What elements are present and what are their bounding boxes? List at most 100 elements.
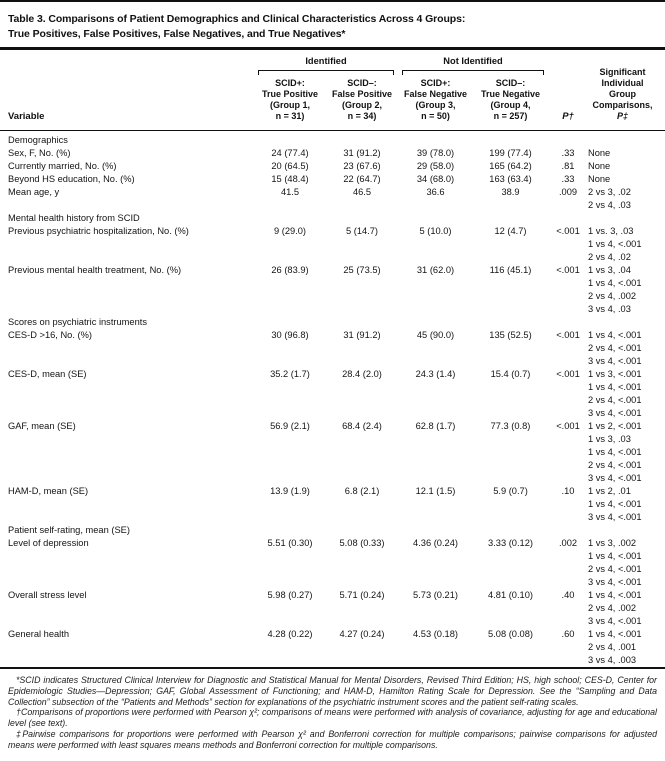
comparisons-cell: 1 vs. 3, .03 1 vs 4, <.001 2 vs 4, .02: [588, 225, 657, 264]
value-cell: 15.4 (0.7): [490, 369, 531, 379]
value-cell: 62.8 (1.7): [415, 421, 456, 431]
row-label: Currently married, No. (%): [8, 161, 117, 171]
table-row: HAM-D, mean (SE) 13.9 (1.9) 6.8 (2.1) 12.1 …: [8, 485, 657, 524]
value-cell: 12 (4.7): [494, 226, 527, 236]
value-cell: 12.1 (1.5): [415, 486, 456, 496]
p-value-cell: <.001: [556, 421, 580, 431]
section-label: Scores on psychiatric instruments: [8, 317, 147, 327]
table-row: Overall stress level 5.98 (0.27) 5.71 (0.2…: [8, 589, 657, 628]
comparisons-cell: 1 vs 2, <.001 1 vs 3, .03 1 vs 4, <.001 2 v…: [588, 420, 657, 485]
table-row: Previous mental health treatment, No. (%…: [8, 264, 657, 316]
value-cell: 5 (14.7): [345, 226, 379, 236]
table-row: Level of depression 5.51 (0.30) 5.08 (0.33…: [8, 537, 657, 589]
value-cell: 23 (67.6): [343, 161, 381, 171]
comparisons-cell: None: [588, 173, 657, 186]
value-cell: 5.51 (0.30): [267, 538, 313, 548]
p-value-cell: .60: [561, 629, 575, 639]
comparison-line: 1 vs 2, <.001: [588, 421, 642, 431]
value-cell: 4.81 (0.10): [488, 590, 533, 600]
comparisons-cell: 1 vs 3, <.001 1 vs 4, <.001 2 vs 4, <.001 3…: [588, 368, 657, 420]
table-title: Table 3. Comparisons of Patient Demograp…: [0, 2, 665, 47]
p-value-cell: .40: [561, 590, 575, 600]
header-divider-rule: [0, 130, 665, 131]
table-row: CES-D, mean (SE) 35.2 (1.7) 28.4 (2.0) 24.3…: [8, 368, 657, 420]
row-label: CES-D, mean (SE): [8, 369, 87, 379]
value-cell: 5.98 (0.27): [267, 590, 313, 600]
comparisons-header-line: Individual: [601, 78, 644, 88]
p-value-cell: <.001: [556, 265, 580, 275]
footnote-divider-rule: [0, 667, 665, 669]
comparison-line: 3 vs 4, .03: [588, 304, 631, 314]
value-cell: 22 (64.7): [343, 174, 381, 184]
value-cell: 20 (64.5): [271, 161, 309, 171]
row-label: Level of depression: [8, 538, 89, 548]
section-row: Demographics: [8, 134, 657, 147]
footnote-double-dagger: ‡Pairwise comparisons for proportions we…: [8, 728, 657, 750]
comparison-line: 1 vs 3, <.001: [588, 369, 642, 379]
row-label: GAF, mean (SE): [8, 421, 76, 431]
comparison-line: 2 vs 3, .02: [588, 187, 631, 197]
table-row: Beyond HS education, No. (%) 15 (48.4) 22 …: [8, 173, 657, 186]
identified-spanner: Identified SCID+: True Positive (Group 1…: [254, 56, 398, 122]
comparison-line: 3 vs 4, .003: [588, 655, 637, 665]
comparisons-header-line: Group: [609, 89, 636, 99]
group2-header-line: SCID–:: [347, 78, 377, 88]
comparison-line: 3 vs 4, <.001: [588, 577, 642, 587]
group4-header-line: n = 257): [493, 111, 528, 121]
footnote-dagger: †Comparisons of proportions were perform…: [8, 707, 657, 729]
table-row: Currently married, No. (%) 20 (64.5) 23 (6…: [8, 160, 657, 173]
value-cell: 31 (91.2): [343, 148, 381, 158]
value-cell: 4.28 (0.22): [267, 629, 313, 639]
comparison-line: 1 vs 2, .01: [588, 486, 631, 496]
not-identified-group-headers: SCID+: False Negative (Group 3, n = 50) …: [398, 78, 548, 122]
p-value-cell: .10: [561, 486, 575, 496]
comparison-line: None: [588, 161, 611, 171]
section-row: Scores on psychiatric instruments: [8, 316, 657, 329]
comparison-line: 1 vs 4, <.001: [588, 330, 642, 340]
comparison-line: 3 vs 4, <.001: [588, 616, 642, 626]
group3-header-line: False Negative: [403, 89, 468, 99]
value-cell: 24.3 (1.4): [415, 369, 456, 379]
section-row: Mental health history from SCID: [8, 212, 657, 225]
comparison-line: 2 vs 4, <.001: [588, 460, 642, 470]
comparison-line: 1 vs 4, <.001: [588, 590, 642, 600]
comparison-line: 3 vs 4, <.001: [588, 512, 642, 522]
top-rule: [0, 0, 665, 2]
value-cell: 9 (29.0): [273, 226, 307, 236]
comparison-line: 1 vs 3, .03: [588, 434, 631, 444]
value-cell: 163 (63.4): [489, 174, 532, 184]
not-identified-spanner-label: Not Identified: [443, 56, 503, 66]
comparisons-header-line: Comparisons,: [592, 100, 653, 110]
value-cell: 5.08 (0.33): [339, 538, 385, 548]
comparisons-cell: None: [588, 147, 657, 160]
variable-column-header: Variable: [8, 111, 45, 122]
group1-header-line: True Positive: [261, 89, 319, 99]
comparison-line: 2 vs 4, .002: [588, 291, 637, 301]
value-cell: 5.9 (0.7): [493, 486, 528, 496]
comparison-line: 1 vs 4, <.001: [588, 499, 642, 509]
comparison-line: 2 vs 4, <.001: [588, 343, 642, 353]
value-cell: 26 (83.9): [271, 265, 309, 275]
value-cell: 5.73 (0.21): [413, 590, 458, 600]
comparison-line: 1 vs. 3, .03: [588, 226, 634, 236]
table-row: General health 4.28 (0.22) 4.27 (0.24) 4.53…: [8, 628, 657, 667]
row-label: General health: [8, 629, 69, 639]
value-cell: 165 (64.2): [489, 161, 532, 171]
p-value-cell: .002: [558, 538, 578, 548]
group4-header-line: True Negative: [480, 89, 541, 99]
group2-header-line: (Group 2,: [342, 100, 382, 110]
p-value-cell: <.001: [556, 369, 580, 379]
col-header-group3: SCID+: False Negative (Group 3, n = 50): [398, 78, 473, 122]
table-row: Mean age, y 41.5 46.5 36.6 38.9 .009 2 vs 3, .…: [8, 186, 657, 212]
group2-header-line: False Positive: [331, 89, 393, 99]
table-header: Variable Identified SCID+: True Positive…: [0, 50, 665, 130]
table-row: GAF, mean (SE) 56.9 (2.1) 68.4 (2.4) 62.8 (…: [8, 420, 657, 485]
not-identified-spanner-bracket: [402, 70, 544, 75]
row-label: Previous mental health treatment, No. (%…: [8, 265, 182, 275]
comparisons-cell: 1 vs 4, <.001 2 vs 4, <.001 3 vs 4, <.001: [588, 329, 657, 368]
comparison-line: 1 vs 4, <.001: [588, 278, 642, 288]
row-label: Beyond HS education, No. (%): [8, 174, 135, 184]
value-cell: 28.4 (2.0): [342, 369, 382, 379]
value-cell: 5.08 (0.08): [488, 629, 533, 639]
group1-header-line: SCID+:: [275, 78, 305, 88]
